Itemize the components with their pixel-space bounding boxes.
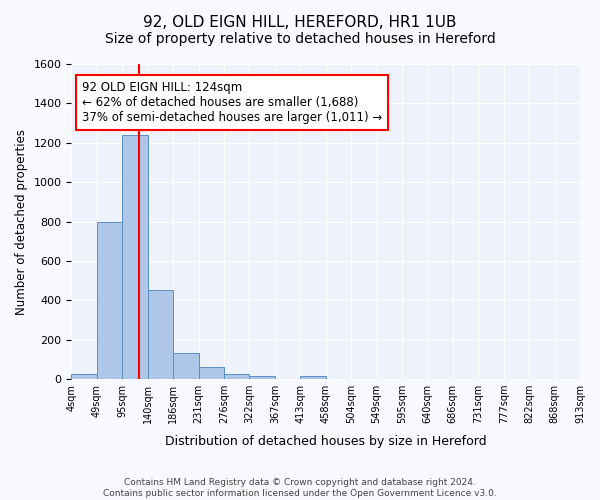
Bar xyxy=(71,374,97,379)
Bar xyxy=(300,376,326,379)
Y-axis label: Number of detached properties: Number of detached properties xyxy=(15,128,28,314)
Bar xyxy=(97,222,122,379)
Bar xyxy=(199,367,224,379)
Bar xyxy=(224,374,250,379)
Text: Contains HM Land Registry data © Crown copyright and database right 2024.
Contai: Contains HM Land Registry data © Crown c… xyxy=(103,478,497,498)
Text: Size of property relative to detached houses in Hereford: Size of property relative to detached ho… xyxy=(104,32,496,46)
Bar xyxy=(148,290,173,379)
Bar xyxy=(122,135,148,379)
Text: 92 OLD EIGN HILL: 124sqm
← 62% of detached houses are smaller (1,688)
37% of sem: 92 OLD EIGN HILL: 124sqm ← 62% of detach… xyxy=(82,82,382,124)
Bar xyxy=(173,354,199,379)
X-axis label: Distribution of detached houses by size in Hereford: Distribution of detached houses by size … xyxy=(165,434,487,448)
Text: 92, OLD EIGN HILL, HEREFORD, HR1 1UB: 92, OLD EIGN HILL, HEREFORD, HR1 1UB xyxy=(143,15,457,30)
Bar xyxy=(250,376,275,379)
